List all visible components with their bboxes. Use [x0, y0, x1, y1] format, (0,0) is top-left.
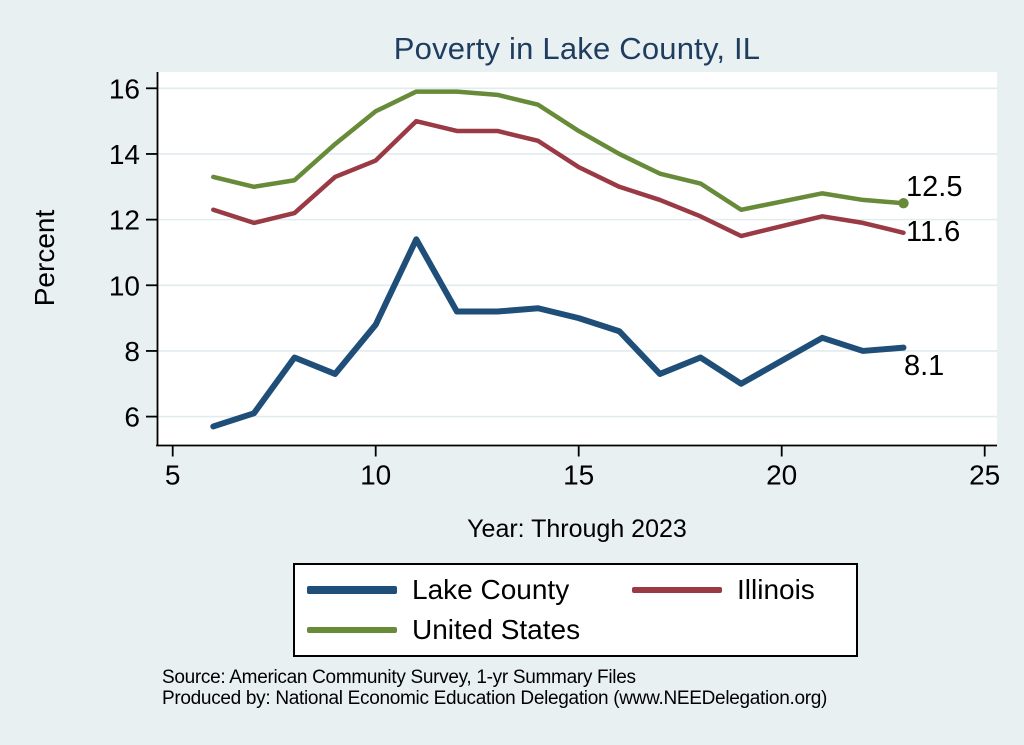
plot-area: 6 8 10 12 14 16 5 10 15 20 25 [109, 72, 1000, 491]
x-tick-label: 10 [360, 460, 391, 491]
x-tick-label: 25 [969, 460, 1000, 491]
y-tick-label: 6 [124, 402, 140, 433]
lake-county-line-swatch [307, 586, 397, 594]
footnotes: Source: American Community Survey, 1-yr … [162, 667, 828, 709]
end-label-lake-county: 8.1 [904, 350, 945, 382]
legend-box: Lake County Illinois United States [293, 563, 858, 657]
end-label-illinois: 11.6 [906, 216, 961, 248]
y-tick-label: 8 [124, 336, 140, 367]
legend-label-illinois: Illinois [737, 574, 815, 605]
plot-background [157, 72, 997, 446]
y-tick-label: 14 [109, 139, 140, 170]
chart-title: Poverty in Lake County, IL [393, 31, 761, 66]
legend-label-lake-county: Lake County [412, 574, 570, 605]
legend-row: United States [295, 610, 856, 650]
series-line-illinois [211, 118, 906, 239]
series-line-lake-county [210, 236, 907, 430]
y-tick-label: 16 [109, 73, 140, 104]
legend-item-lake-county: Lake County [307, 574, 620, 606]
x-tick-label: 20 [766, 460, 797, 491]
series-end-marker-united-states [898, 198, 909, 209]
source-note: Source: American Community Survey, 1-yr … [162, 667, 636, 688]
legend-label-united-states: United States [412, 614, 581, 645]
y-tick-label: 12 [109, 205, 140, 236]
x-tick-label: 15 [563, 460, 594, 491]
end-label-united-states: 12.5 [906, 171, 963, 203]
united-states-line-swatch [307, 627, 397, 633]
x-tick-label: 5 [165, 460, 181, 491]
x-axis-title: Year: Through 2023 [467, 515, 687, 543]
producer-note: Produced by: National Economic Education… [162, 687, 828, 709]
series-line-united-states [211, 89, 906, 213]
illinois-line-swatch [632, 587, 722, 593]
legend-item-united-states: United States [307, 614, 620, 646]
legend-row: Lake County Illinois [295, 570, 856, 610]
y-tick-label: 10 [109, 270, 140, 301]
legend-item-illinois: Illinois [632, 574, 815, 606]
